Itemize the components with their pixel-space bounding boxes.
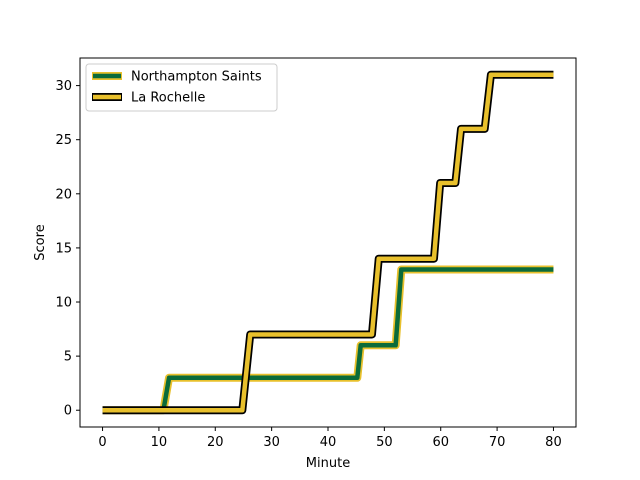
- series-line-la-rochelle: [102, 72, 554, 413]
- y-axis-title: Score: [33, 224, 48, 260]
- x-tick-label: 20: [207, 435, 224, 450]
- legend: Northampton Saints La Rochelle: [85, 63, 278, 112]
- y-tick-label: 25: [55, 133, 72, 148]
- y-axis: 0 5 10 15 20 25 30: [55, 79, 80, 419]
- x-axis: 0 10 20 30 40 50 60 70 80: [98, 427, 562, 450]
- x-tick-label: 50: [376, 435, 393, 450]
- x-tick-label: 60: [432, 435, 449, 450]
- legend-label-northampton: Northampton Saints: [131, 70, 262, 85]
- x-tick-label: 0: [98, 435, 106, 450]
- x-tick-label: 30: [263, 435, 280, 450]
- x-tick-label: 80: [545, 435, 562, 450]
- x-tick-label: 40: [320, 435, 337, 450]
- plot-background: [80, 58, 576, 427]
- legend-label-la-rochelle: La Rochelle: [131, 91, 205, 106]
- x-axis-title: Minute: [306, 456, 350, 471]
- series-lines: [102, 70, 554, 415]
- x-tick-label: 70: [489, 435, 506, 450]
- y-tick-label: 0: [64, 404, 72, 419]
- y-tick-label: 5: [64, 350, 72, 365]
- series-line-northampton-saints: [102, 267, 554, 413]
- y-tick-label: 30: [55, 79, 72, 94]
- y-tick-label: 15: [55, 241, 72, 256]
- legend-box: [85, 63, 278, 112]
- y-tick-label: 20: [55, 187, 72, 202]
- x-tick-label: 10: [151, 435, 168, 450]
- y-tick-label: 10: [55, 296, 72, 311]
